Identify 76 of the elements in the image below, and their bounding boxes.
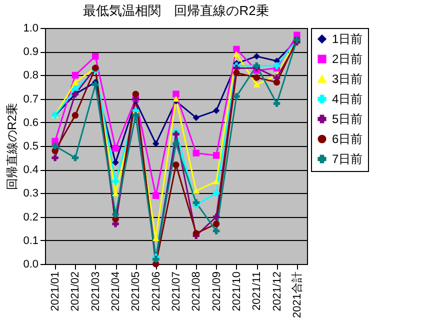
y-axis-title: 回帰直線のR2乗: [5, 102, 20, 190]
legend-label: 4日前: [332, 92, 363, 106]
x-tick-label: 2021/08: [190, 272, 203, 312]
point: [112, 159, 119, 166]
point: [172, 96, 180, 102]
legend-label: 3日前: [332, 72, 363, 86]
point: [72, 79, 79, 86]
point: [233, 51, 240, 57]
point: [253, 74, 260, 81]
x-tick-label: 2021/12: [271, 272, 284, 312]
x-tick-label: 2021/02: [70, 272, 82, 312]
y-tick-label: 0.6: [23, 116, 38, 129]
point: [52, 142, 58, 150]
y-tick-label: 0.3: [23, 188, 38, 200]
point: [112, 145, 119, 152]
point: [112, 211, 119, 218]
point: [172, 140, 180, 147]
y-tick-label: 0.9: [23, 46, 38, 58]
point: [172, 162, 180, 168]
point: [152, 140, 160, 147]
point: [132, 112, 140, 119]
point: [273, 100, 280, 107]
point: [212, 190, 220, 197]
legend-label: 7日前: [332, 152, 363, 166]
point: [192, 150, 200, 156]
x-tick-label: 2021/01: [50, 272, 62, 312]
legend-label: 6日前: [332, 132, 363, 146]
point: [212, 213, 220, 220]
x-tick-label: 2021/06: [150, 272, 162, 312]
point: [253, 52, 260, 60]
point: [172, 130, 180, 138]
y-tick-label: 0.2: [23, 211, 38, 224]
point: [233, 69, 240, 76]
x-tick-label: 2021/09: [210, 272, 223, 312]
x-tick-label: 2021/10: [230, 272, 243, 312]
y-tick-label: 0.8: [23, 70, 38, 82]
point: [92, 52, 99, 60]
x-tick-label: 2021/07: [170, 272, 182, 312]
chart-title: 最低気温相関 回帰直線のR2乗: [83, 3, 269, 18]
point: [192, 199, 200, 206]
point: [212, 220, 220, 228]
point: [192, 188, 200, 194]
point: [72, 72, 79, 79]
point: [72, 112, 79, 119]
y-tick-label: 1.0: [23, 22, 38, 34]
point: [192, 114, 200, 122]
point: [152, 192, 160, 199]
x-tick-label: 2021/03: [90, 272, 102, 312]
legend-label: 2日前: [332, 52, 363, 66]
y-tick-label: 0.4: [23, 164, 38, 176]
y-tick-label: 0.5: [23, 140, 38, 152]
point: [233, 93, 240, 100]
point: [112, 178, 119, 185]
legend-label: 5日前: [332, 112, 363, 126]
x-tick-label: 2021/11: [251, 272, 264, 310]
point: [253, 82, 260, 88]
point: [212, 178, 220, 184]
x-tick-label: 2021/04: [110, 272, 122, 312]
point: [273, 62, 280, 70]
point: [273, 78, 280, 86]
y-tick-label: 0.0: [23, 258, 38, 270]
point: [72, 154, 79, 162]
y-tick-label: 0.7: [23, 93, 38, 106]
point: [52, 154, 58, 162]
point: [233, 46, 240, 53]
legend-label: 1日前: [332, 32, 363, 46]
point: [212, 228, 220, 234]
x-tick-label: 2021/05: [130, 272, 142, 312]
point: [92, 81, 99, 88]
point: [132, 90, 140, 98]
y-tick-label: 0.1: [23, 234, 38, 247]
point: [212, 152, 220, 159]
point: [212, 107, 220, 114]
point: [192, 230, 200, 237]
x-tick-label: 2021合計: [290, 272, 304, 318]
point: [172, 90, 180, 98]
